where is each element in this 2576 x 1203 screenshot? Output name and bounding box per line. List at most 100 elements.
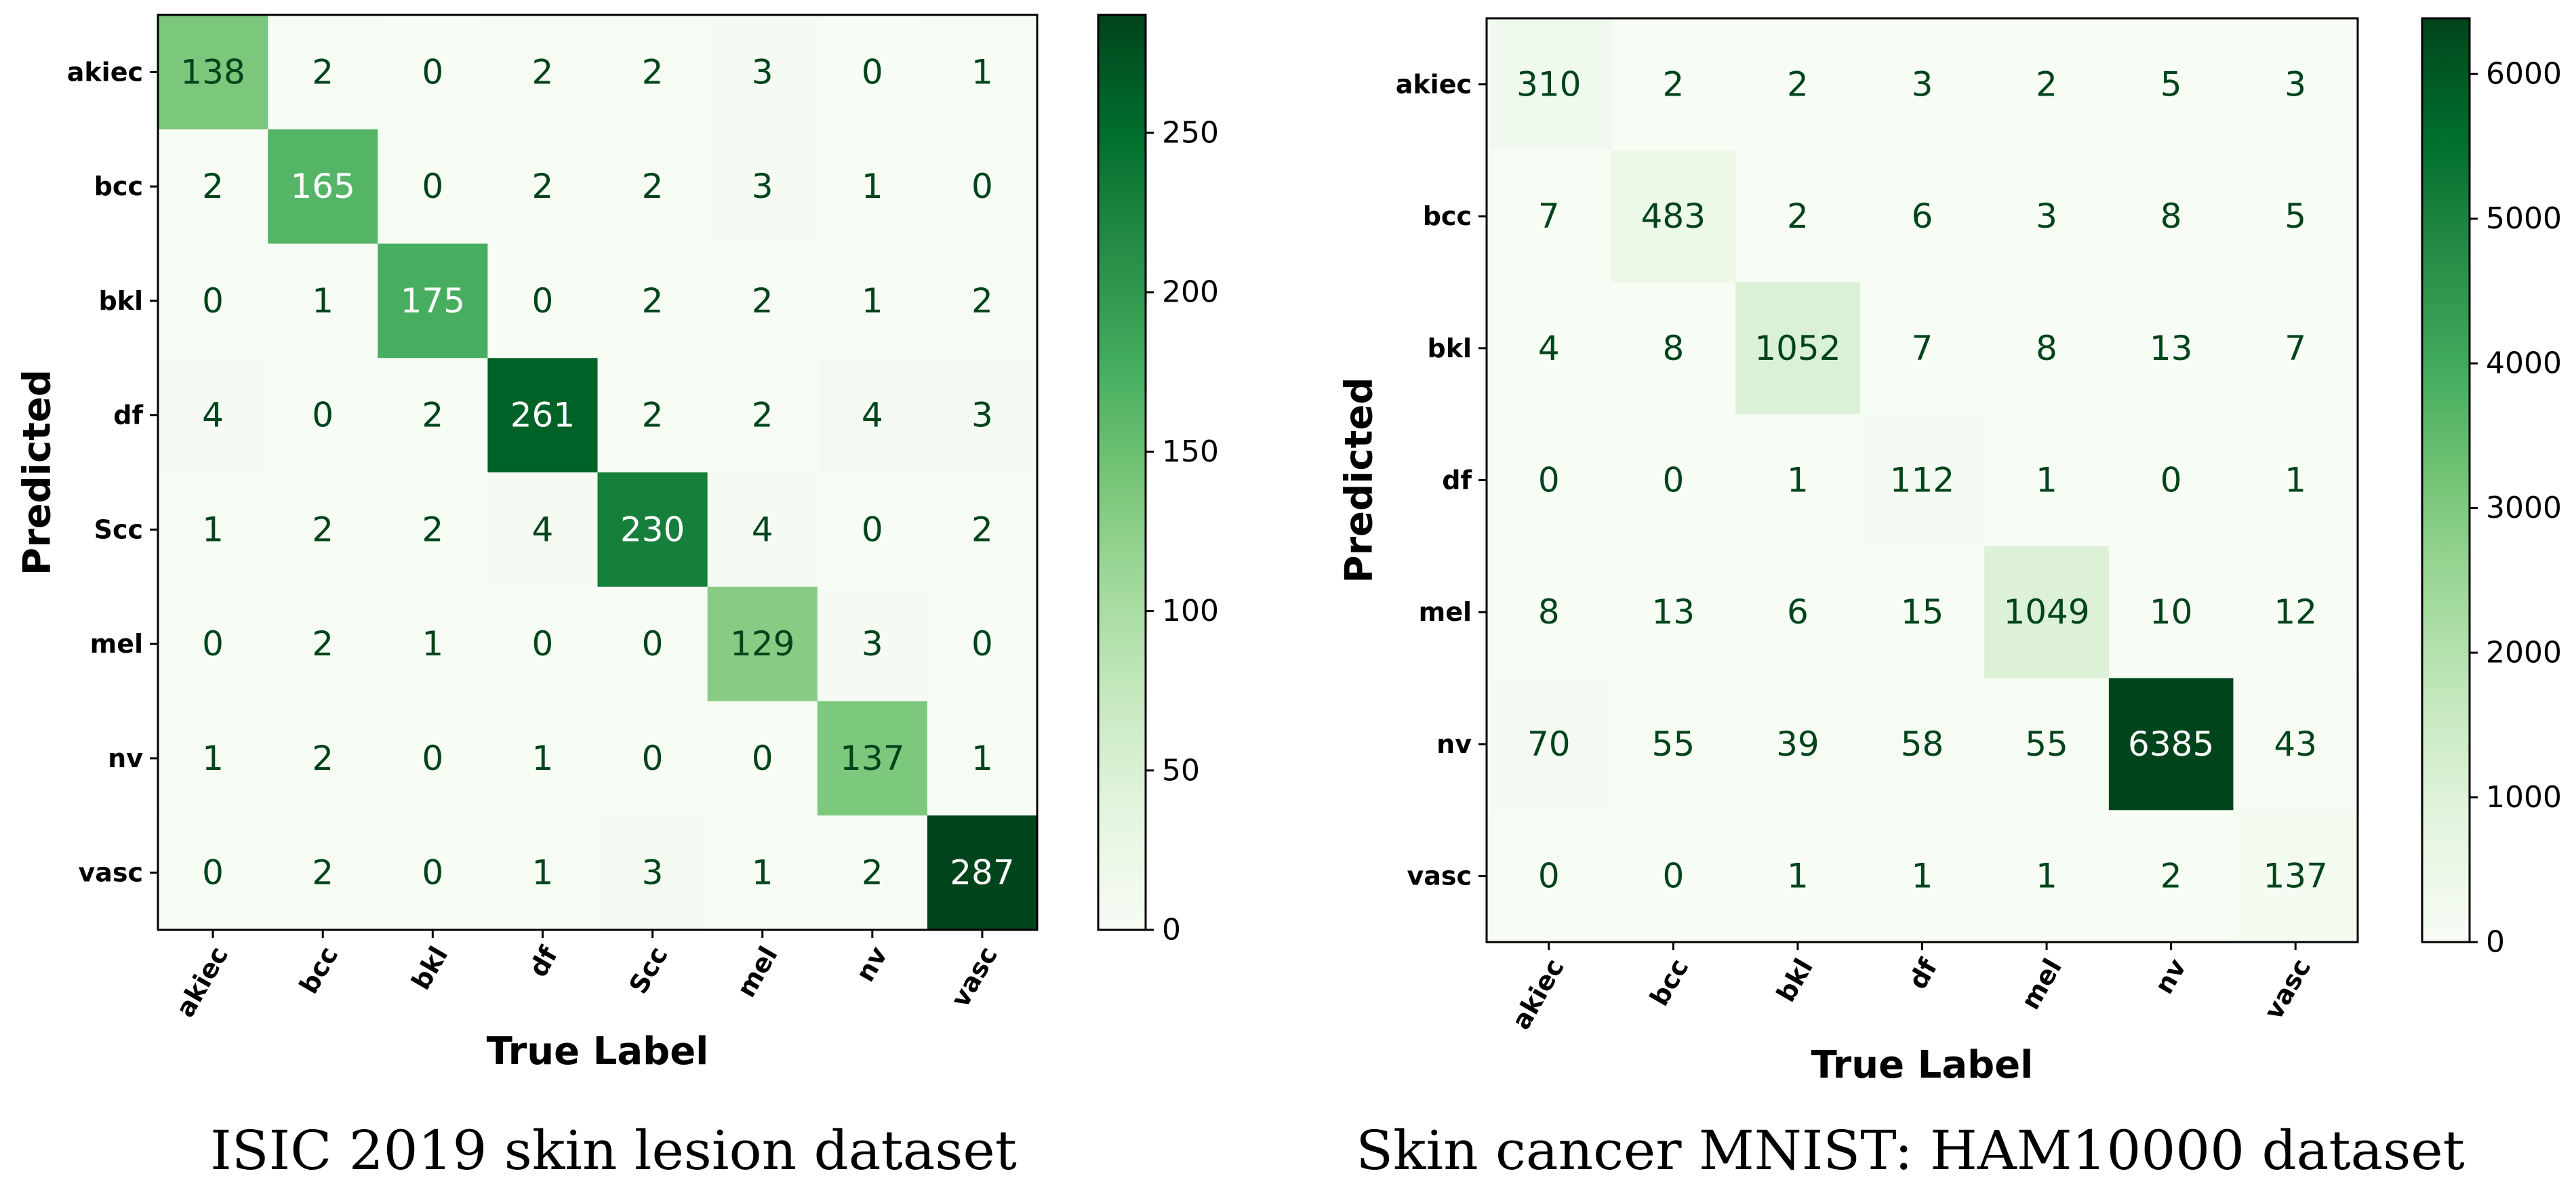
matrix-cell (927, 815, 1038, 931)
cell-value-label: 1 (2036, 857, 2057, 896)
matrix-cell (817, 15, 928, 130)
cell-value-label: 2 (312, 52, 334, 91)
y-tick-label: vasc (1407, 861, 1472, 891)
y-tick-label: mel (90, 629, 143, 659)
colorbar-tick-label: 0 (2486, 925, 2505, 960)
cell-value-label: 0 (422, 853, 443, 893)
cell-value-label: 0 (422, 52, 443, 91)
cell-value-label: 3 (752, 167, 773, 206)
x-tick-label: bkl (1771, 954, 1819, 1007)
matrix-cell (487, 129, 598, 244)
colorbar (1097, 14, 1147, 931)
matrix-cell (2233, 282, 2358, 415)
cell-value-label: 1 (971, 52, 993, 91)
y-tick-label: nv (1436, 729, 1472, 759)
matrix-cell (487, 243, 598, 359)
cell-value-label: 1 (1787, 857, 1809, 896)
cell-value-label: 7 (1912, 329, 1933, 368)
cell-value-label: 6 (1912, 197, 1933, 236)
y-tick-label: df (113, 401, 143, 430)
cell-value-label: 12 (2274, 592, 2317, 632)
cell-value-label: 5 (2285, 197, 2306, 236)
matrix-cell (158, 586, 268, 701)
colorbar-tick-label: 200 (1162, 275, 1219, 310)
cell-value-label: 2 (752, 281, 773, 321)
cell-value-label: 0 (642, 624, 664, 664)
cell-value-label: 0 (862, 510, 883, 549)
matrix-cell (597, 701, 708, 816)
cell-value-label: 2 (312, 510, 334, 549)
matrix-cell (1735, 18, 1861, 151)
x-tick-label: bkl (406, 941, 454, 995)
matrix-cell (158, 701, 268, 816)
matrix-cell (817, 815, 928, 931)
matrix-cell (1735, 414, 1861, 547)
matrix-cell (1984, 18, 2110, 151)
colorbar-tick-label: 250 (1162, 116, 1219, 150)
cell-value-label: 2 (312, 739, 334, 778)
colorbar-tick-label: 6000 (2486, 57, 2562, 91)
x-tick-label: mel (2015, 954, 2068, 1015)
x-tick-label: akiec (1506, 954, 1570, 1034)
cell-value-label: 0 (1538, 461, 1560, 500)
matrix-cell (158, 243, 268, 359)
cell-value-label: 3 (752, 52, 773, 91)
matrix-cell (597, 472, 708, 588)
cell-value-label: 310 (1516, 64, 1581, 104)
matrix-cell (158, 472, 268, 588)
cell-value-label: 0 (1662, 461, 1684, 500)
cell-value-label: 2 (532, 52, 554, 91)
cell-value-label: 3 (2285, 64, 2306, 104)
cell-value-label: 3 (2036, 197, 2057, 236)
matrix-cell (158, 15, 268, 130)
cell-value-label: 287 (950, 853, 1014, 893)
matrix-cell (707, 358, 818, 473)
matrix-cell (1487, 810, 1612, 943)
cell-value-label: 4 (752, 510, 773, 549)
matrix-cell (707, 701, 818, 816)
matrix-cell (707, 586, 818, 701)
matrix-cell (2233, 18, 2358, 151)
cell-value-label: 1 (422, 624, 443, 664)
x-tick-label: nv (2149, 954, 2192, 999)
cell-value-label: 138 (180, 52, 245, 91)
matrix-cell (927, 129, 1038, 244)
matrix-cell (158, 815, 268, 931)
cell-value-label: 0 (532, 281, 554, 321)
cell-value-label: 1 (2285, 461, 2306, 500)
cell-value-label: 0 (202, 281, 224, 321)
matrix-cell (817, 358, 928, 473)
matrix-cell (1735, 546, 1861, 679)
matrix-cell (1611, 282, 1736, 415)
matrix-cell (927, 15, 1038, 130)
cell-value-label: 165 (290, 167, 355, 206)
cell-value-label: 2 (2036, 64, 2057, 104)
matrix-cell (2108, 678, 2234, 811)
cell-value-label: 1 (862, 281, 883, 321)
cell-value-label: 0 (971, 624, 993, 664)
cell-value-label: 2 (1787, 197, 1809, 236)
y-axis-title: Predicted (1337, 378, 1382, 584)
matrix-cell (1984, 678, 2110, 811)
matrix-cell (2108, 18, 2234, 151)
cell-value-label: 2 (862, 853, 883, 893)
matrix-cell (1487, 414, 1612, 547)
cell-value-label: 7 (1538, 197, 1560, 236)
matrix-cell (268, 815, 378, 931)
y-tick-label: bkl (99, 286, 144, 316)
cell-value-label: 0 (752, 739, 773, 778)
matrix-cell (1611, 546, 1736, 679)
cell-value-label: 0 (532, 624, 554, 664)
matrix-cell (378, 129, 488, 244)
colorbar-tick-label: 50 (1162, 753, 1200, 788)
cell-value-label: 2 (642, 52, 664, 91)
cell-value-label: 137 (840, 739, 904, 778)
matrix-cell (597, 129, 708, 244)
cell-value-label: 2 (2160, 857, 2182, 896)
matrix-cell (2233, 810, 2358, 943)
matrix-cell (1487, 150, 1612, 283)
cell-value-label: 2 (752, 396, 773, 435)
isic-confusion-matrix-panel: 138 2 0 2 2 3 0 12 165 0 2 2 3 1 00 1 175 0 2 2 1 24 0 2 261 2 2 4 3… (16, 14, 1219, 1182)
cell-value-label: 4 (202, 396, 224, 435)
matrix-cell (1487, 678, 1612, 811)
